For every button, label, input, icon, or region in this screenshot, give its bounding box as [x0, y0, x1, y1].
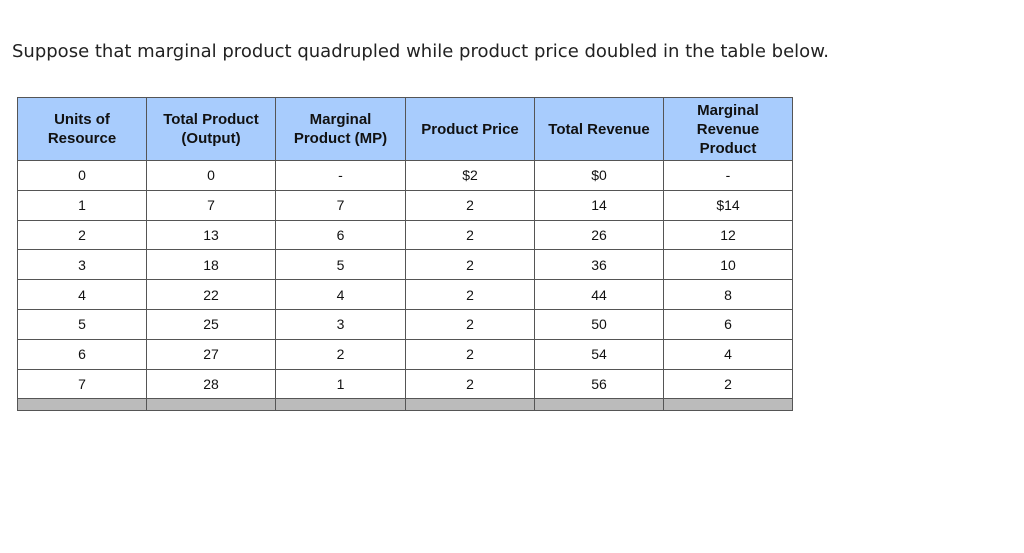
table-cell: 50 — [534, 308, 664, 340]
footer-cell — [275, 398, 406, 412]
table-footer-row — [17, 398, 793, 412]
table-cell: 4 — [275, 279, 406, 310]
table-cell: 8 — [663, 279, 793, 310]
table-cell: 0 — [146, 160, 276, 191]
footer-cell — [17, 398, 147, 412]
table-cell: 10 — [663, 249, 793, 281]
table-row: 7 28 1 2 56 2 — [17, 368, 793, 400]
table-cell: 3 — [275, 308, 406, 340]
table-cell: 56 — [534, 368, 664, 400]
header-total-product: Total Product (Output) — [146, 97, 276, 161]
table-cell: 1 — [275, 368, 406, 400]
table-cell: 2 — [275, 338, 406, 370]
table-cell: 2 — [405, 219, 535, 251]
footer-cell — [663, 398, 793, 412]
table-cell: 22 — [146, 279, 276, 310]
table-cell: 54 — [534, 338, 664, 370]
table-cell: 13 — [146, 219, 276, 251]
table-cell: 2 — [17, 219, 147, 251]
table-cell: 27 — [146, 338, 276, 370]
table-cell: - — [663, 160, 793, 191]
table-cell: $14 — [663, 189, 793, 221]
table-cell: 5 — [17, 308, 147, 340]
header-row: Units of Resource Total Product (Output)… — [17, 97, 793, 161]
table-cell: 44 — [534, 279, 664, 310]
table-cell: 6 — [17, 338, 147, 370]
table-cell: 6 — [275, 219, 406, 251]
table-cell: 2 — [405, 189, 535, 221]
table-row: 2 13 6 2 26 12 — [17, 219, 793, 251]
table-cell: 2 — [663, 368, 793, 400]
table-cell: 18 — [146, 249, 276, 281]
table-cell: 25 — [146, 308, 276, 340]
table-cell: 36 — [534, 249, 664, 281]
table-cell: 12 — [663, 219, 793, 251]
header-total-revenue: Total Revenue — [534, 97, 664, 161]
table-cell: 14 — [534, 189, 664, 221]
table-cell: 5 — [275, 249, 406, 281]
table-cell: 26 — [534, 219, 664, 251]
table-cell: 4 — [17, 279, 147, 310]
table-cell: 2 — [405, 368, 535, 400]
table-cell: 7 — [17, 368, 147, 400]
table-cell: $0 — [534, 160, 664, 191]
table-cell: 2 — [405, 338, 535, 370]
table-row: 3 18 5 2 36 10 — [17, 249, 793, 281]
table-cell: 7 — [275, 189, 406, 221]
table-row: 6 27 2 2 54 4 — [17, 338, 793, 370]
table-row: 4 22 4 2 44 8 — [17, 279, 793, 310]
data-table: Units of Resource Total Product (Output)… — [17, 97, 793, 412]
table-cell: 3 — [17, 249, 147, 281]
header-marginal-revenue-product: Marginal Revenue Product — [663, 97, 793, 161]
header-marginal-product: Marginal Product (MP) — [275, 97, 406, 161]
table-cell: 2 — [405, 279, 535, 310]
table-cell: 0 — [17, 160, 147, 191]
table-row: 0 0 - $2 $0 - — [17, 160, 793, 191]
table-cell: 6 — [663, 308, 793, 340]
footer-cell — [534, 398, 664, 412]
table-cell: - — [275, 160, 406, 191]
table-cell: $2 — [405, 160, 535, 191]
table-cell: 2 — [405, 249, 535, 281]
footer-cell — [146, 398, 276, 412]
header-units-of-resource: Units of Resource — [17, 97, 147, 161]
table-row: 1 7 7 2 14 $14 — [17, 189, 793, 221]
header-product-price: Product Price — [405, 97, 535, 161]
question-text: Suppose that marginal product quadrupled… — [12, 41, 829, 62]
table-cell: 2 — [405, 308, 535, 340]
table-cell: 1 — [17, 189, 147, 221]
footer-cell — [405, 398, 535, 412]
table-cell: 7 — [146, 189, 276, 221]
table-cell: 4 — [663, 338, 793, 370]
table-row: 5 25 3 2 50 6 — [17, 308, 793, 340]
table-cell: 28 — [146, 368, 276, 400]
